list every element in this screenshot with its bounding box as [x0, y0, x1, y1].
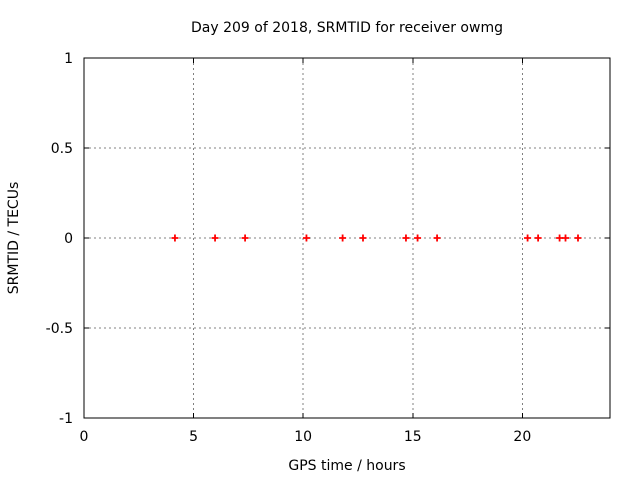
chart-title: Day 209 of 2018, SRMTID for receiver owm…: [191, 20, 503, 36]
plot-frame: [83, 57, 611, 419]
y-axis-label: SRMTID / TECUs: [6, 182, 22, 295]
y-tick-label: 1: [64, 51, 73, 67]
data-point-marker: [562, 234, 570, 242]
y-tick-label: 0.5: [51, 141, 73, 157]
x-tick-label: 20: [513, 429, 531, 445]
data-point-marker: [534, 234, 542, 242]
x-tick-label: 5: [189, 429, 198, 445]
data-point-marker: [414, 234, 422, 242]
x-axis-label: GPS time / hours: [288, 458, 405, 474]
y-tick-label: -0.5: [46, 321, 73, 337]
data-point-marker: [433, 234, 441, 242]
x-tick-label: 15: [404, 429, 422, 445]
data-point-marker: [302, 234, 310, 242]
x-tick-label: 0: [80, 429, 89, 445]
data-point-marker: [359, 234, 367, 242]
data-point-marker: [339, 234, 347, 242]
data-point-marker: [171, 234, 179, 242]
data-point-marker: [524, 234, 532, 242]
data-point-marker: [402, 234, 410, 242]
y-tick-label: 0: [64, 231, 73, 247]
y-tick-label: -1: [59, 411, 73, 427]
data-point-marker: [556, 234, 564, 242]
data-point-marker: [211, 234, 219, 242]
x-tick-label: 10: [294, 429, 312, 445]
data-point-marker: [241, 234, 249, 242]
data-point-marker: [574, 234, 582, 242]
